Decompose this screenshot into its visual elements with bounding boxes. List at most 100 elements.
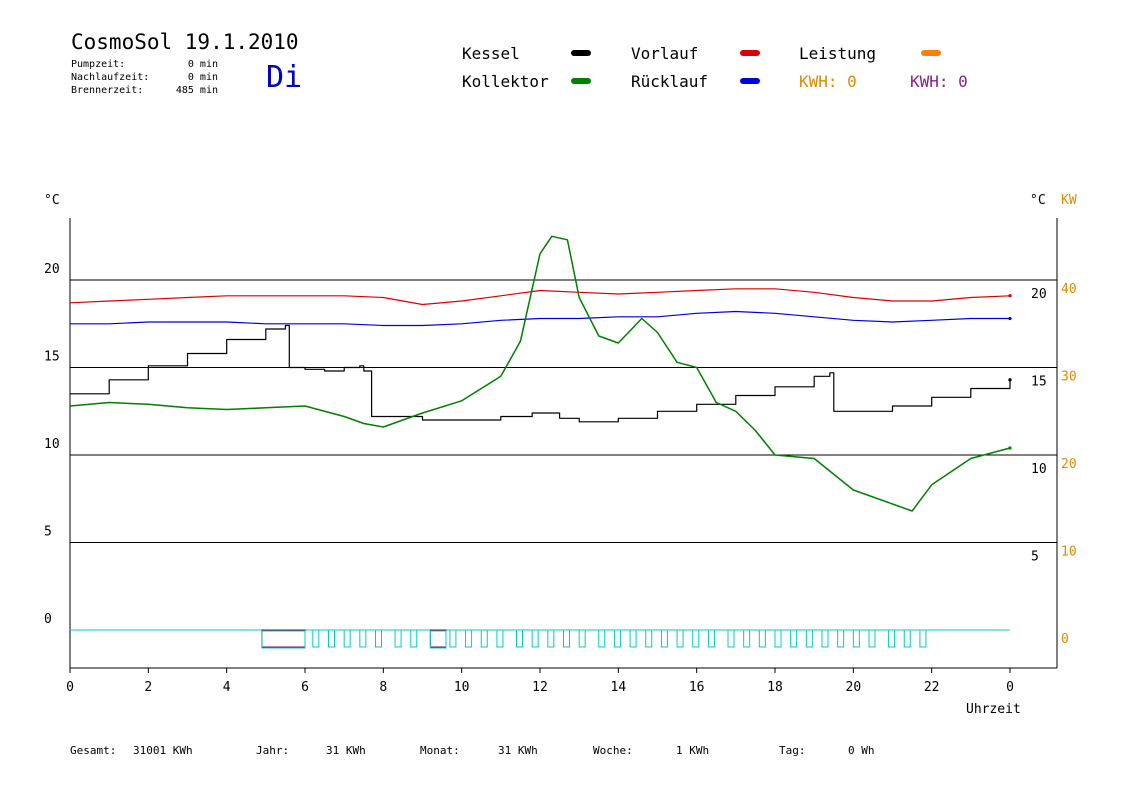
pump-cycle-36: [919, 629, 927, 648]
x-tick-label-6: 12: [532, 680, 548, 695]
pump-cycle-15: [578, 629, 586, 648]
series-end-marker-3: [1008, 446, 1012, 450]
y-tick-left-0: 0: [44, 612, 52, 627]
burner-pump-1: [429, 630, 447, 649]
footer-gesamt-value: 31001 KWh: [133, 744, 193, 757]
x-tick-label-7: 14: [611, 680, 627, 695]
pump-cycle-14: [563, 629, 570, 648]
series-end-marker-1: [1008, 316, 1012, 321]
kwh-purple-readout: KWH: 0: [910, 72, 968, 91]
y-tick-inner-5: 5: [1031, 550, 1039, 565]
pump-cycle-10: [496, 629, 504, 648]
x-axis-title: Uhrzeit: [966, 702, 1021, 717]
pump-cycle-18: [629, 629, 637, 648]
right-axis-unit-kw: KW: [1061, 193, 1077, 208]
series-line-kollektor: [69, 235, 1011, 512]
footer-tag-label: Tag:: [779, 744, 806, 757]
series-end-marker-0: [1008, 294, 1012, 298]
pump-cycle-8: [465, 629, 473, 648]
series-line-kessel: [70, 324, 1011, 423]
y-tick-inner-10: 10: [1031, 462, 1047, 477]
pump-cycle-23: [707, 629, 715, 648]
pump-cycle-4: [375, 629, 382, 648]
pump-cycle-35: [903, 629, 911, 648]
pump-cycle-32: [852, 629, 860, 648]
pump-cycle-28: [790, 629, 798, 648]
legend-vorlauf-swatch: [740, 50, 760, 56]
y-tick-left-5: 5: [44, 525, 52, 540]
y-tick-kw-10: 10: [1061, 545, 1077, 560]
x-tick-label-5: 10: [454, 680, 470, 695]
pump-cycle-22: [692, 629, 700, 648]
pump-cycle-0: [312, 629, 320, 648]
footer-tag-value: 0 Wh: [848, 744, 875, 757]
legend-kollektor-swatch: [571, 78, 591, 84]
pump-cycle-9: [480, 629, 488, 648]
legend-kollektor-label: Kollektor: [462, 72, 549, 91]
footer-monat-label: Monat:: [420, 744, 460, 757]
pump-cycle-13: [547, 629, 555, 648]
pump-cycle-7: [449, 629, 457, 648]
y-tick-left-15: 15: [44, 350, 60, 365]
x-tick-label-0: 0: [66, 680, 74, 695]
pump-cycle-26: [758, 629, 766, 648]
burner-on-1: [429, 629, 447, 648]
pump-cycle-2: [343, 629, 351, 648]
series-line-rücklauf: [70, 310, 1010, 327]
legend-vorlauf-label: Vorlauf: [631, 44, 699, 63]
stat-brennerzeit-label: Brennerzeit:: [71, 85, 144, 96]
y-tick-kw-0: 0: [1061, 632, 1069, 647]
burner-pump-0: [261, 630, 306, 649]
footer-woche-label: Woche:: [593, 744, 633, 757]
legend-ruecklauf-label: Rücklauf: [631, 72, 709, 91]
pump-cycle-33: [868, 629, 876, 648]
pump-cycle-30: [821, 629, 829, 648]
y-tick-inner-15: 15: [1031, 375, 1047, 390]
kwh-orange-readout: KWH: 0: [799, 72, 857, 91]
x-tick-label-11: 22: [924, 680, 940, 695]
burner-on-0: [261, 629, 306, 648]
x-tick-label-12: 0: [1006, 680, 1014, 695]
weekday-label: Di: [266, 60, 303, 95]
series-line-vorlauf: [69, 288, 1011, 306]
y-tick-kw-40: 40: [1061, 282, 1077, 297]
x-tick-label-2: 4: [223, 680, 231, 695]
x-tick-label-3: 6: [301, 680, 309, 695]
x-tick-label-8: 16: [689, 680, 705, 695]
pump-cycle-16: [598, 629, 606, 648]
left-axis-unit: °C: [44, 193, 60, 208]
pump-cycle-25: [743, 629, 751, 648]
pump-cycle-27: [774, 629, 782, 648]
legend-kessel-swatch: [571, 50, 591, 56]
pump-cycle-29: [805, 629, 813, 648]
pump-cycle-24: [727, 629, 735, 648]
y-tick-kw-30: 30: [1061, 370, 1077, 385]
stat-nachlaufzeit-value: 0 min: [187, 72, 218, 83]
pump-cycle-11: [516, 629, 523, 648]
pump-cycle-5: [394, 629, 402, 648]
x-tick-label-1: 2: [144, 680, 152, 695]
pump-cycle-17: [613, 629, 621, 648]
pump-cycle-20: [660, 629, 668, 648]
legend-leistung-label: Leistung: [799, 44, 877, 63]
y-tick-left-20: 20: [44, 262, 60, 277]
footer-jahr-label: Jahr:: [256, 744, 290, 757]
y-tick-inner-20: 20: [1031, 287, 1047, 302]
x-tick-label-10: 20: [846, 680, 862, 695]
legend-leistung-swatch: [921, 50, 941, 56]
y-tick-left-10: 10: [44, 437, 60, 452]
legend-kessel-label: Kessel: [462, 44, 520, 63]
pump-cycle-6: [410, 629, 418, 648]
pump-cycle-12: [531, 629, 539, 648]
x-tick-label-4: 8: [379, 680, 387, 695]
pump-cycle-19: [645, 629, 653, 648]
footer-jahr-value: 31 KWh: [326, 744, 366, 757]
footer-monat-value: 31 KWh: [498, 744, 538, 757]
pump-cycle-3: [359, 629, 367, 648]
legend-ruecklauf-swatch: [740, 78, 760, 84]
chart-title: CosmoSol 19.1.2010: [71, 30, 299, 54]
y-tick-kw-20: 20: [1061, 457, 1077, 472]
stat-pumpzeit-label: Pumpzeit:: [71, 59, 126, 70]
stat-brennerzeit-value: 485 min: [175, 85, 218, 96]
